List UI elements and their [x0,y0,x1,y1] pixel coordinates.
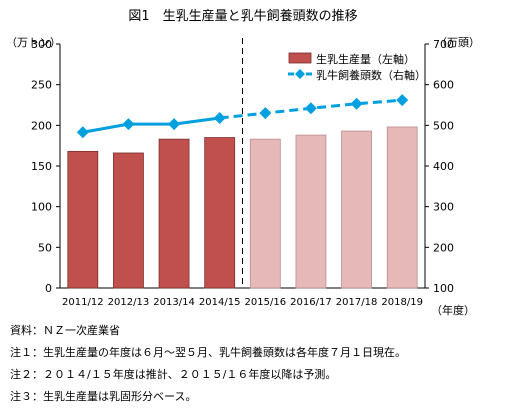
x-axis-unit: （年度） [431,303,475,317]
bar [113,152,144,289]
plot-area: 0 50 100 150 200 250 300 100 200 300 400 500 600 700 2… [31,38,454,308]
left-tick-label: 250 [31,79,52,92]
right-tick-label: 200 [433,241,454,254]
herd-point [122,118,135,131]
bar [341,130,372,289]
herd-point [76,126,89,139]
herd-point [304,102,317,115]
note-source: 資料：ＮＺ一次産業省 [10,324,120,337]
right-axis-unit: （万頭） [436,36,480,49]
x-tick-label: 2017/18 [336,297,378,308]
right-tick-label: 300 [433,201,454,214]
x-tick-label: 2018/19 [381,297,423,308]
herd-point [168,118,181,131]
right-tick-label: 100 [433,282,454,295]
x-tick-label: 2013/14 [153,297,195,308]
bar [204,137,236,289]
legend-swatch-production [288,52,312,64]
bar [158,138,190,289]
left-tick-label: 150 [31,160,52,173]
left-tick-label: 0 [45,282,52,295]
legend-label-production: 生乳生産量（左軸） [316,52,415,66]
legend-label-herd: 乳牛飼養頭数（右軸） [316,68,426,82]
herd-point [259,107,272,120]
x-tick-label: 2015/16 [245,297,287,308]
herd-point [350,97,363,110]
right-tick-label: 600 [433,79,454,92]
left-tick-label: 100 [31,201,52,214]
legend-marker-herd [295,69,305,79]
right-tick-label: 700 [433,38,454,51]
x-tick-label: 2011/12 [62,297,104,308]
note-1: 注１：生乳生産量の年度は６月～翌５月、乳牛飼養頭数は各年度７月１日現在。 [10,346,406,359]
bar [67,150,99,289]
note-2: 注２：２０１４/１５年度は推計、２０１５/１６年度以降は予測。 [10,368,337,381]
herd-point [396,94,409,107]
bar [386,126,418,289]
left-tick-label: 300 [31,38,52,51]
left-tick-label: 50 [38,241,52,254]
note-3: 注３：生乳生産量は乳固形分ベース。 [10,390,197,403]
bar [249,138,281,289]
chart-title: 図1 生乳生産量と乳牛飼養頭数の推移 [128,8,357,24]
legend: 生乳生産量（左軸） 乳牛飼養頭数（右軸） [288,52,426,82]
bar [295,134,327,289]
right-tick-label: 500 [433,119,454,132]
left-tick-label: 200 [31,119,52,132]
right-tick-label: 400 [433,160,454,173]
herd-line-actual [82,116,220,134]
chart: 図1 生乳生産量と乳牛飼養頭数の推移 （万トン） （万頭） （年度） 0 50 10… [6,8,480,317]
x-tick-label: 2014/15 [199,297,241,308]
x-tick-label: 2016/17 [290,297,332,308]
notes: 資料：ＮＺ一次産業省 注１：生乳生産量の年度は６月～翌５月、乳牛飼養頭数は各年度… [10,320,502,408]
x-tick-label: 2012/13 [108,297,150,308]
left-axis-unit: （万トン） [6,36,61,49]
herd-point [213,112,226,125]
